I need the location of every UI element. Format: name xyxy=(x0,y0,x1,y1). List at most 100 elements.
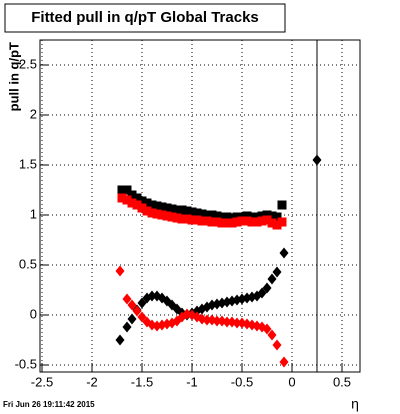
diamond-marker xyxy=(122,293,132,305)
square-marker xyxy=(227,213,237,223)
square-marker xyxy=(262,210,272,220)
diamond-marker xyxy=(137,311,147,323)
diamond-marker xyxy=(232,317,242,329)
y-tick-label: -0.5 xyxy=(15,356,37,371)
x-tick-label: -1 xyxy=(186,374,198,389)
x-tick-label: 0 xyxy=(288,374,295,389)
y-tick-label: 2.5 xyxy=(19,56,37,71)
diamond-marker xyxy=(257,287,267,299)
diamond-marker xyxy=(267,329,277,341)
square-marker xyxy=(257,211,267,221)
square-marker xyxy=(172,205,182,215)
square-marker xyxy=(212,211,222,221)
square-marker xyxy=(162,211,172,221)
square-marker xyxy=(207,210,217,220)
square-marker xyxy=(207,217,217,227)
y-tick-label: 1.5 xyxy=(19,156,37,171)
square-marker xyxy=(132,200,142,210)
square-marker xyxy=(137,196,147,206)
diamond-marker xyxy=(279,247,289,259)
diamond-marker xyxy=(127,299,137,311)
square-marker xyxy=(127,198,137,208)
square-marker xyxy=(157,202,167,212)
square-marker xyxy=(217,218,227,228)
square-marker xyxy=(167,212,177,222)
square-marker xyxy=(137,203,147,213)
square-marker xyxy=(172,213,182,223)
diamond-marker xyxy=(262,323,272,335)
square-marker xyxy=(247,212,257,222)
x-tick-label: -2 xyxy=(86,374,98,389)
square-marker xyxy=(222,218,232,228)
chart-title: Fitted pull in q/pT Global Tracks xyxy=(31,9,259,26)
square-marker xyxy=(122,185,132,195)
square-marker xyxy=(127,190,137,200)
square-marker xyxy=(202,216,212,226)
square-marker xyxy=(187,207,197,217)
diamond-marker xyxy=(115,265,125,277)
square-marker xyxy=(122,195,132,205)
square-marker xyxy=(197,209,207,219)
diamond-marker xyxy=(122,321,132,333)
diamond-marker xyxy=(267,273,277,285)
diamond-marker xyxy=(147,290,157,302)
square-marker xyxy=(187,215,197,225)
square-marker xyxy=(152,209,162,219)
square-marker xyxy=(132,193,142,203)
square-marker xyxy=(267,218,277,228)
square-marker xyxy=(192,208,202,218)
square-marker xyxy=(192,215,202,225)
square-marker xyxy=(262,215,272,225)
diamond-marker xyxy=(312,154,322,166)
square-marker xyxy=(242,211,252,221)
square-marker xyxy=(277,200,287,210)
diamond-marker xyxy=(272,339,282,351)
square-marker xyxy=(232,212,242,222)
square-marker xyxy=(152,201,162,211)
square-marker xyxy=(237,216,247,226)
square-marker xyxy=(202,210,212,220)
square-marker xyxy=(272,212,282,222)
square-marker xyxy=(252,212,262,222)
timestamp: Fri Jun 26 19:11:42 2015 xyxy=(3,400,95,409)
square-marker xyxy=(182,206,192,216)
plot-frame xyxy=(39,39,361,373)
diamond-marker xyxy=(272,266,282,278)
square-marker xyxy=(117,185,127,195)
square-marker xyxy=(247,217,257,227)
y-tick-label: 2 xyxy=(30,106,37,121)
square-marker xyxy=(217,212,227,222)
diamond-marker xyxy=(262,282,272,294)
x-tick-label: -0.5 xyxy=(231,374,253,389)
square-marker xyxy=(242,216,252,226)
diamond-marker xyxy=(202,314,212,326)
diamond-marker xyxy=(137,297,147,309)
square-marker xyxy=(252,217,262,227)
y-tick-label: 0 xyxy=(30,306,37,321)
square-marker xyxy=(142,198,152,208)
square-marker xyxy=(167,204,177,214)
square-marker xyxy=(222,212,232,222)
square-marker xyxy=(212,217,222,227)
square-marker xyxy=(177,205,187,215)
square-marker xyxy=(197,216,207,226)
diamond-marker xyxy=(212,315,222,327)
x-tick-label: -1.5 xyxy=(131,374,153,389)
x-tick-label: -2.5 xyxy=(31,374,53,389)
square-marker xyxy=(177,214,187,224)
x-axis-label: η xyxy=(351,396,359,412)
square-marker xyxy=(162,203,172,213)
diamond-marker xyxy=(132,305,142,317)
title-box xyxy=(4,3,286,33)
y-tick-label: 1 xyxy=(30,206,37,221)
x-tick-label: 0.5 xyxy=(333,374,351,389)
square-marker xyxy=(257,216,267,226)
square-marker xyxy=(147,208,157,218)
y-axis-label: pull in q/pT xyxy=(6,42,21,111)
square-marker xyxy=(182,214,192,224)
diamond-marker xyxy=(127,313,137,325)
diamond-marker xyxy=(279,356,289,368)
square-marker xyxy=(157,210,167,220)
square-marker xyxy=(147,200,157,210)
